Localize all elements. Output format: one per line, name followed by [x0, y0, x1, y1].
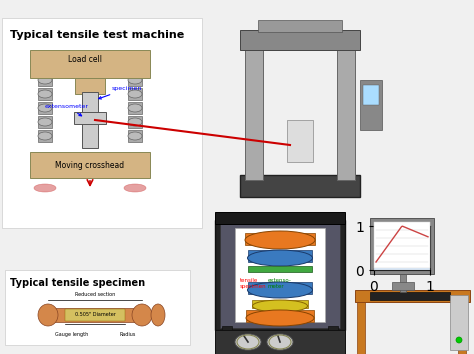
Ellipse shape	[246, 310, 314, 326]
Ellipse shape	[151, 304, 165, 326]
Text: specimen: specimen	[99, 86, 142, 99]
Ellipse shape	[128, 76, 142, 84]
Bar	[74, 112, 106, 124]
Bar	[30, 50, 150, 78]
Bar	[128, 116, 142, 128]
Ellipse shape	[235, 334, 261, 350]
Bar	[374, 222, 430, 270]
Bar	[240, 175, 360, 197]
Bar	[128, 102, 142, 114]
Text: extensometer: extensometer	[45, 104, 89, 116]
Bar	[215, 220, 345, 330]
Bar	[82, 92, 98, 148]
Ellipse shape	[38, 132, 52, 140]
Bar	[38, 130, 52, 142]
Ellipse shape	[38, 104, 52, 112]
Ellipse shape	[132, 304, 152, 326]
Bar	[357, 302, 365, 354]
Text: Gauge length: Gauge length	[55, 332, 88, 337]
Bar	[248, 266, 312, 272]
Bar	[392, 282, 414, 290]
Bar	[45, 308, 145, 322]
Text: Typical tensile specimen: Typical tensile specimen	[10, 278, 145, 288]
Bar	[75, 78, 105, 94]
Bar	[363, 85, 379, 105]
Bar	[38, 60, 52, 72]
Bar	[38, 116, 52, 128]
Ellipse shape	[34, 184, 56, 192]
Bar	[458, 302, 466, 354]
Bar	[220, 222, 340, 328]
Ellipse shape	[128, 104, 142, 112]
Bar	[215, 212, 345, 224]
Ellipse shape	[247, 282, 312, 298]
Ellipse shape	[456, 337, 462, 343]
Bar	[370, 292, 450, 300]
Bar	[215, 330, 345, 354]
Bar	[252, 300, 308, 308]
Bar	[38, 88, 52, 100]
Text: Radius: Radius	[120, 332, 137, 337]
Bar	[287, 120, 313, 162]
Bar	[128, 74, 142, 86]
Bar	[400, 274, 406, 292]
Bar	[246, 310, 314, 322]
Bar	[370, 218, 434, 274]
Bar	[248, 250, 312, 262]
Ellipse shape	[128, 132, 142, 140]
Ellipse shape	[124, 184, 146, 192]
Text: 0.505" Diameter: 0.505" Diameter	[74, 313, 116, 318]
Bar	[222, 326, 232, 354]
Ellipse shape	[38, 62, 52, 70]
Bar	[128, 60, 142, 72]
Ellipse shape	[38, 118, 52, 126]
Bar	[337, 40, 355, 180]
Bar	[128, 130, 142, 142]
Text: Typical tensile test machine: Typical tensile test machine	[10, 30, 184, 40]
Bar	[450, 295, 468, 350]
Bar	[258, 20, 342, 32]
Bar	[128, 88, 142, 100]
Bar	[245, 233, 315, 245]
Ellipse shape	[38, 304, 58, 326]
Bar	[355, 290, 470, 302]
Text: Moving crosshead: Moving crosshead	[55, 160, 125, 170]
Bar	[248, 282, 312, 294]
Ellipse shape	[38, 76, 52, 84]
Bar	[360, 80, 382, 130]
Text: extenso-
meter: extenso- meter	[268, 278, 292, 289]
Bar	[38, 102, 52, 114]
Ellipse shape	[128, 62, 142, 70]
Bar	[374, 222, 430, 268]
Ellipse shape	[267, 334, 293, 350]
Ellipse shape	[38, 90, 52, 98]
Bar	[30, 152, 150, 178]
Text: Load cell: Load cell	[68, 55, 102, 64]
Bar	[2, 18, 202, 228]
Ellipse shape	[247, 250, 312, 266]
Ellipse shape	[245, 231, 315, 249]
Bar	[235, 228, 325, 322]
Bar	[38, 74, 52, 86]
Bar	[245, 40, 263, 180]
Text: tensile
specimen: tensile specimen	[240, 278, 266, 289]
Bar	[65, 309, 125, 321]
Text: Reduced section: Reduced section	[75, 292, 115, 297]
Ellipse shape	[128, 90, 142, 98]
Ellipse shape	[253, 300, 308, 312]
Bar	[240, 30, 360, 50]
Ellipse shape	[128, 118, 142, 126]
Bar	[328, 326, 338, 354]
Bar	[5, 270, 190, 345]
